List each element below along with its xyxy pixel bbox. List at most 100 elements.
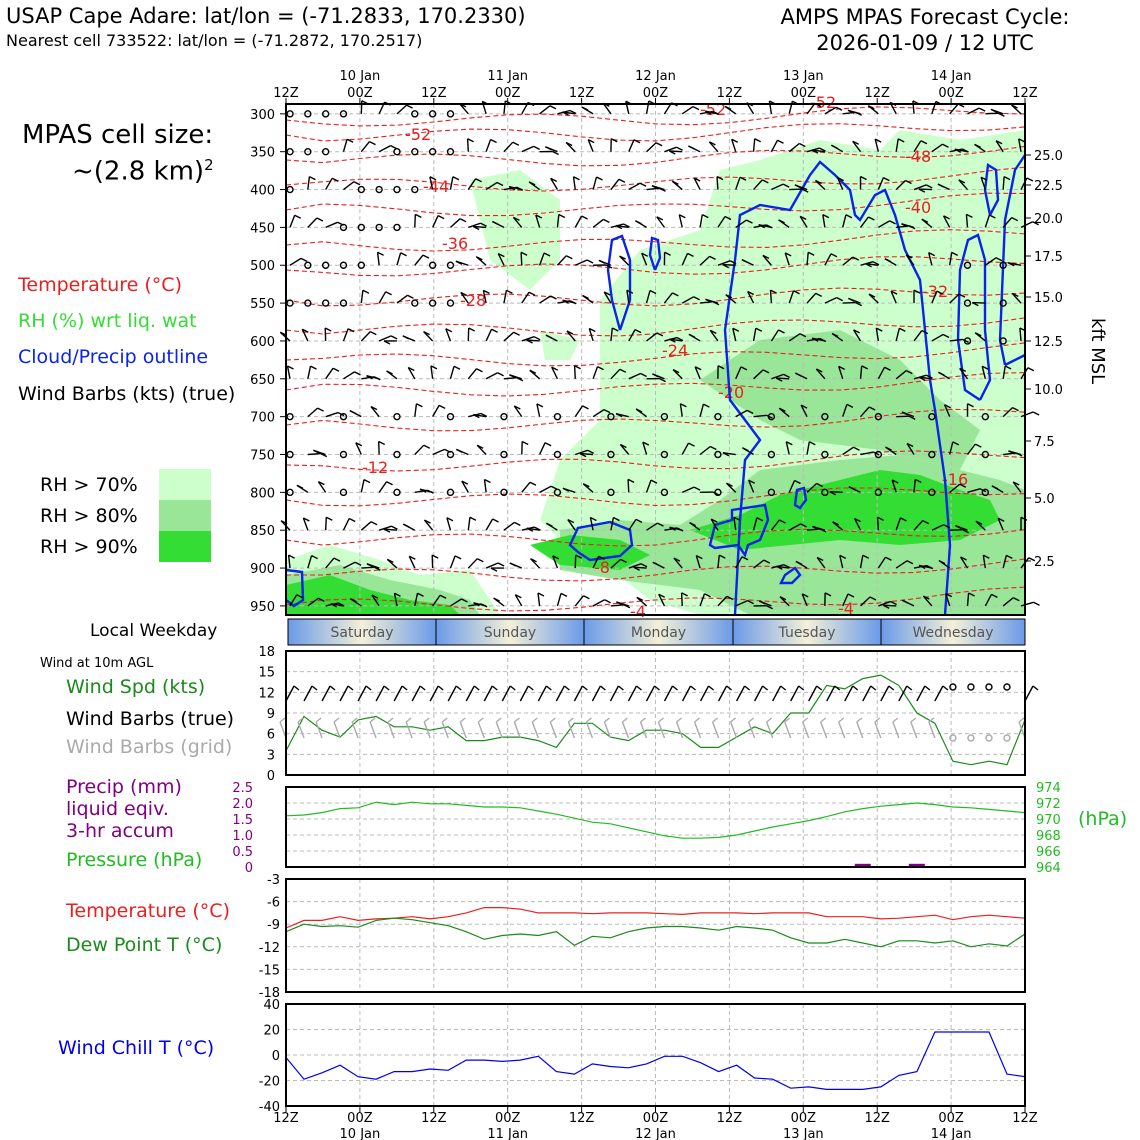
barb-flag bbox=[635, 518, 643, 524]
barb-flag bbox=[627, 478, 635, 484]
grid-barb-flag bbox=[495, 717, 502, 723]
barb-staff bbox=[735, 177, 741, 190]
barb-flag bbox=[815, 179, 822, 185]
barb-flag bbox=[936, 290, 944, 295]
barb-staff bbox=[589, 517, 594, 531]
surface-barb-flag bbox=[437, 685, 444, 691]
barb-staff bbox=[414, 444, 425, 455]
pressure-tick-label-4: 966 bbox=[1036, 845, 1061, 860]
calm-circle bbox=[874, 488, 883, 497]
barb-flag bbox=[742, 447, 749, 452]
calm-circle bbox=[339, 412, 348, 421]
barb-flag bbox=[296, 484, 304, 489]
barb-staff bbox=[467, 368, 478, 380]
top-tick-label-9: 00Z bbox=[938, 86, 964, 101]
calm-circle bbox=[339, 488, 348, 497]
barb-staff bbox=[574, 215, 583, 228]
barb-staff bbox=[423, 331, 434, 342]
barb-flag bbox=[846, 403, 854, 409]
barb-staff bbox=[466, 138, 469, 152]
barb-staff bbox=[539, 105, 551, 115]
barb-flag bbox=[852, 256, 860, 261]
grid-barb-flag bbox=[585, 717, 592, 723]
barb-staff bbox=[842, 593, 849, 607]
barb-flag bbox=[724, 215, 732, 221]
barb-flag bbox=[974, 443, 982, 448]
pressure-label: Pressure (hPa) bbox=[66, 849, 203, 871]
barb-flag bbox=[847, 593, 855, 598]
height-tick-label-3: 17.5 bbox=[1034, 250, 1063, 265]
calm-circle bbox=[304, 147, 312, 156]
barb-flag bbox=[982, 554, 990, 559]
barb-staff bbox=[931, 143, 943, 153]
barb-flag bbox=[1018, 138, 1026, 143]
barb-flag bbox=[414, 213, 422, 219]
barb-staff bbox=[981, 366, 987, 379]
calm-circle bbox=[339, 223, 348, 232]
barb-flag bbox=[496, 181, 504, 187]
barb-staff bbox=[485, 181, 498, 191]
barb-flag bbox=[995, 140, 1003, 145]
barb-staff bbox=[829, 491, 843, 494]
pressure-tick-label-11: 850 bbox=[250, 524, 275, 539]
barb-flag bbox=[1026, 177, 1034, 182]
barb-flag bbox=[812, 525, 819, 531]
barb-staff bbox=[906, 443, 915, 455]
temp-contour-label-13: -8 bbox=[594, 558, 610, 577]
barb-flag bbox=[468, 327, 476, 332]
barb-staff bbox=[289, 594, 298, 607]
barb-flag bbox=[672, 292, 679, 297]
barb-flag bbox=[835, 106, 843, 111]
barb-flag bbox=[369, 140, 376, 146]
barb-staff bbox=[432, 405, 440, 418]
barb-flag bbox=[906, 442, 914, 448]
barb-staff bbox=[449, 366, 455, 379]
barb-flag bbox=[1011, 292, 1019, 298]
barb-staff bbox=[592, 556, 600, 569]
barb-flag bbox=[726, 595, 734, 601]
surface-barb bbox=[735, 685, 746, 702]
grid-barb-flag bbox=[802, 717, 809, 723]
barb-staff bbox=[627, 479, 630, 493]
calm-circle bbox=[660, 412, 669, 421]
barb-flag bbox=[316, 217, 324, 222]
calm-circle bbox=[500, 488, 508, 497]
barb-flag bbox=[974, 332, 982, 337]
barb-flag bbox=[845, 214, 853, 219]
barb-flag bbox=[1004, 365, 1012, 370]
barb-staff bbox=[485, 518, 494, 531]
barb-flag bbox=[885, 556, 892, 561]
calm-circle bbox=[999, 261, 1007, 269]
barb-flag bbox=[918, 188, 926, 193]
precip-tick-label-3: 1.0 bbox=[232, 829, 253, 844]
barb-staff bbox=[842, 404, 848, 417]
grid-barb bbox=[333, 721, 341, 739]
grid-barb bbox=[513, 721, 521, 739]
barb-staff bbox=[520, 252, 523, 266]
barb-staff bbox=[324, 517, 327, 531]
windchill-tick-label-2: 0 bbox=[272, 1049, 280, 1064]
surface-barb bbox=[645, 685, 656, 702]
windchill-tick-label-3: -20 bbox=[259, 1075, 280, 1090]
barb-staff bbox=[325, 177, 333, 190]
barb-flag bbox=[1028, 557, 1036, 562]
barb-staff bbox=[396, 104, 408, 115]
barb-flag bbox=[294, 214, 302, 219]
hpa-unit-label: (hPa) bbox=[1078, 808, 1128, 830]
weekday-cell-2 bbox=[583, 618, 734, 646]
cloud-outline-2 bbox=[648, 236, 662, 271]
temp-contour-9 bbox=[285, 342, 1026, 367]
barb-flag bbox=[799, 215, 807, 221]
barb-flag bbox=[937, 183, 945, 188]
temp-contour-label-4: -48 bbox=[905, 147, 931, 166]
barb-flag bbox=[512, 141, 520, 146]
barb-flag bbox=[664, 251, 671, 256]
barb-staff bbox=[360, 141, 371, 153]
grid-barb-flag bbox=[513, 717, 520, 723]
barb-staff bbox=[824, 253, 832, 266]
windchill-label: Wind Chill T (°C) bbox=[58, 1037, 215, 1059]
barb-flag bbox=[874, 138, 882, 143]
barb-flag bbox=[783, 373, 790, 379]
height-tick-label-4: 15.0 bbox=[1034, 291, 1063, 306]
barb-flag bbox=[378, 440, 386, 446]
